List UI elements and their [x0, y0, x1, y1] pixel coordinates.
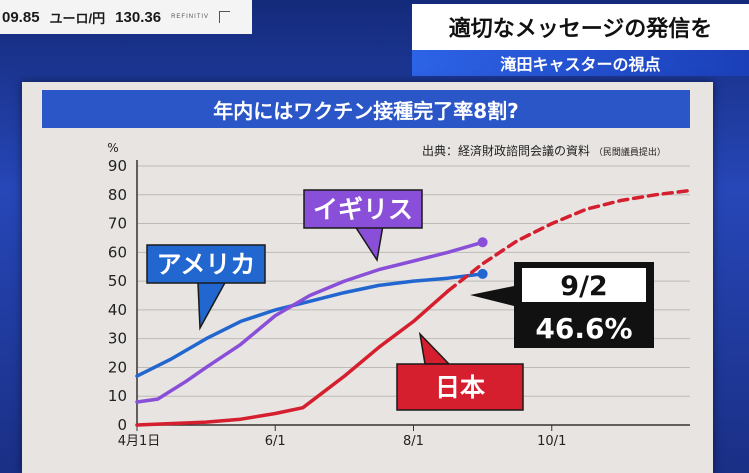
- callout-box-us: [146, 244, 266, 284]
- ticker-pair-value: 130.36: [115, 8, 162, 26]
- x-tick-label: 10/1: [537, 434, 566, 449]
- y-tick-label: 70: [108, 215, 127, 233]
- chart-board: 年内にはワクチン接種完了率8割? 出典：経済財政諮問会議の資料 （民間議員提出）…: [22, 82, 713, 473]
- chart-source-note: （民間議員提出）: [593, 148, 666, 158]
- x-tick-label: 8/1: [403, 434, 424, 449]
- y-axis-unit: %: [107, 141, 118, 155]
- series-line-jp-forecast: [446, 188, 692, 293]
- y-tick-label: 60: [108, 243, 127, 261]
- ticker-value-prev: 09.85: [2, 8, 40, 26]
- y-tick-label: 90: [108, 157, 127, 175]
- segment-banner: 滝田キャスターの視点: [412, 50, 749, 76]
- callout-date-panel: [522, 268, 646, 302]
- callout-value-label: 46.6%: [535, 312, 632, 345]
- series-endpoint-uk: [477, 237, 488, 248]
- callout-box-uk: [303, 189, 423, 229]
- callout-label-uk: イギリス: [313, 195, 413, 224]
- callout-label-jp: 日本: [435, 373, 485, 402]
- y-tick-label: 50: [108, 272, 127, 290]
- headline-banner: 適切なメッセージの発信を: [412, 4, 749, 50]
- vaccination-line-chart: 0 10 20 30 40 50 60 70 80 90% 4月1日 6/1 8/1 10/1 アメリカ…: [107, 141, 692, 449]
- ticker-pair-label: ユーロ/円: [49, 10, 106, 26]
- ticker-source: REFINITIV: [171, 14, 210, 20]
- series-line-uk: [135, 240, 485, 404]
- y-tick-label: 40: [108, 301, 127, 319]
- y-tick-label: 80: [108, 186, 127, 204]
- series-line-jp: [135, 289, 450, 427]
- callout-pointer-date: [470, 286, 514, 306]
- callout-pointer-uk: [353, 225, 384, 263]
- chart-source-main: 出典：経済財政諮問会議の資料: [422, 144, 591, 158]
- callout-date-label: 9/2: [560, 271, 607, 302]
- chart-title: 年内にはワクチン接種完了率8割?: [42, 90, 690, 128]
- callout-box-jp: [396, 363, 524, 411]
- x-tick-label: 4月1日: [118, 434, 161, 449]
- chart-source: 出典：経済財政諮問会議の資料 （民間議員提出）: [422, 142, 666, 159]
- market-ticker: 09.85 ユーロ/円 130.36 REFINITIV: [0, 0, 252, 34]
- series-line-us: [135, 272, 485, 378]
- x-tick-label: 6/1: [265, 434, 286, 449]
- refinitiv-logo-icon: [219, 11, 231, 23]
- y-tick-label: 10: [108, 387, 127, 405]
- y-tick-label: 0: [117, 416, 127, 434]
- y-tick-label: 20: [108, 358, 127, 376]
- y-tick-label: 30: [108, 330, 127, 348]
- callout-label-us: アメリカ: [157, 250, 256, 279]
- series-endpoint-us: [477, 268, 488, 279]
- callout-pointer-us: [197, 280, 228, 331]
